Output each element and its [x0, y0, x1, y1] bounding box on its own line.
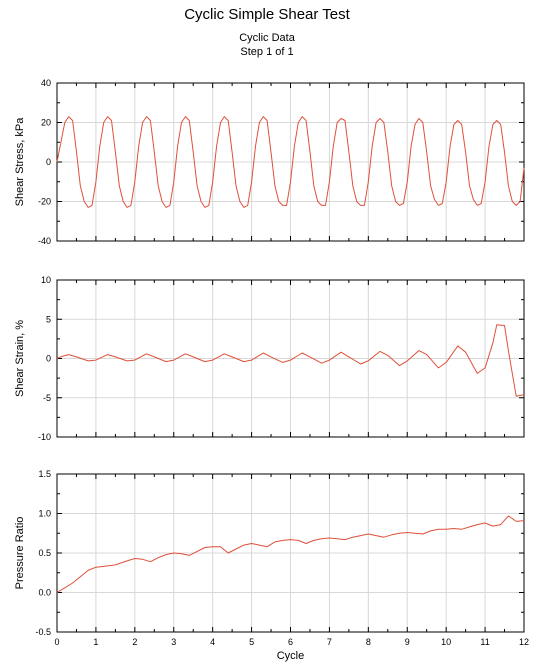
y-tick-label: -0.5 — [35, 627, 51, 637]
y-tick-label: 0.5 — [38, 548, 51, 558]
x-tick-label: 2 — [132, 637, 137, 647]
chart-title: Cyclic Simple Shear Test — [184, 6, 350, 23]
series-line — [56, 324, 525, 397]
x-tick-label: 4 — [210, 637, 215, 647]
y-tick-label: -40 — [38, 236, 51, 246]
chart-step-label: Step 1 of 1 — [240, 46, 294, 58]
x-tick-label: 0 — [54, 637, 59, 647]
y-tick-label: 20 — [41, 118, 51, 128]
x-tick-label: 9 — [405, 637, 410, 647]
series-line — [56, 515, 525, 593]
y-tick-label: -20 — [38, 197, 51, 207]
y-tick-label: 1.5 — [38, 469, 51, 479]
x-tick-label: 11 — [480, 637, 489, 647]
y-tick-label: 40 — [41, 78, 51, 88]
x-tick-label: 3 — [171, 637, 176, 647]
y-tick-label: -5 — [43, 393, 51, 403]
y-tick-label: 0 — [46, 354, 51, 364]
x-tick-label: 10 — [441, 637, 451, 647]
x-axis-title: Cycle — [277, 650, 305, 662]
x-tick-label: 7 — [327, 637, 332, 647]
x-tick-label: 1 — [93, 637, 98, 647]
y-tick-label: 0.0 — [38, 588, 51, 598]
x-tick-label: 5 — [249, 637, 254, 647]
x-tick-label: 6 — [288, 637, 293, 647]
y-tick-label: 10 — [41, 275, 51, 285]
y-tick-label: -10 — [38, 432, 51, 442]
x-tick-label: 8 — [366, 637, 371, 647]
x-tick-label: 12 — [519, 637, 529, 647]
series-line — [56, 116, 525, 208]
y-tick-label: 5 — [46, 314, 51, 324]
y-tick-label: 0 — [46, 157, 51, 167]
y-tick-label: 1.0 — [38, 509, 51, 519]
y-axis-title: Shear Stress, kPa — [14, 117, 26, 207]
chart-subtitle: Cyclic Data — [239, 32, 295, 44]
y-axis-title: Shear Strain, % — [14, 320, 26, 397]
y-axis-title: Pressure Ratio — [14, 517, 26, 590]
